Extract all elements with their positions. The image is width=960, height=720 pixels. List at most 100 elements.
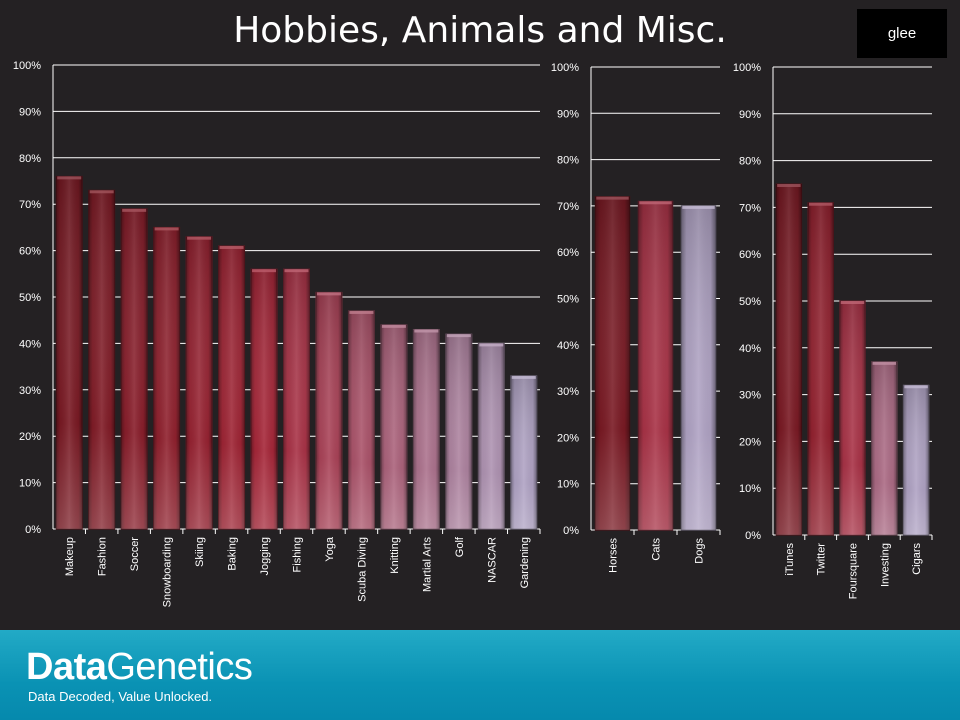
bar-cap <box>840 301 865 304</box>
x-tick-label: Cigars <box>911 543 923 575</box>
bar-fade <box>121 208 148 529</box>
bar-cap <box>511 375 536 379</box>
bar-fade <box>776 184 802 535</box>
bar-fade <box>478 343 505 529</box>
bar-fade <box>413 329 440 529</box>
y-tick-label: 70% <box>739 202 761 214</box>
bar-cap <box>682 205 715 209</box>
brand-bold: Data <box>26 646 107 688</box>
x-tick-label: iTunes <box>784 543 796 576</box>
bar-cap <box>904 385 928 389</box>
bar-fade <box>510 375 537 529</box>
x-tick-label: Fashion <box>97 537 109 576</box>
y-tick-label: 20% <box>739 436 761 448</box>
bar-fade <box>186 236 213 529</box>
bar-cap <box>777 184 801 187</box>
y-tick-label: 40% <box>19 338 41 350</box>
bar-fade <box>251 269 278 529</box>
y-tick-label: 50% <box>739 296 761 308</box>
bar-fade <box>56 176 83 530</box>
y-tick-label: 60% <box>739 249 761 261</box>
bar-fade <box>283 269 310 529</box>
bar-cap <box>414 329 439 333</box>
bar-fade <box>153 227 180 529</box>
y-tick-label: 40% <box>739 343 761 355</box>
x-tick-label: Scuba Diving <box>356 537 368 602</box>
y-tick-label: 100% <box>733 62 761 74</box>
bar-fade <box>380 324 407 529</box>
y-tick-label: 100% <box>551 62 579 74</box>
bar-fade <box>218 245 245 529</box>
bar-cap <box>187 236 212 240</box>
bar-fade <box>839 301 866 535</box>
bar-cap <box>252 269 277 273</box>
y-tick-label: 50% <box>19 292 41 304</box>
y-tick-label: 0% <box>745 530 761 542</box>
bar-fade <box>88 190 115 529</box>
y-tick-label: 10% <box>557 479 579 491</box>
tagline: Data Decoded, Value Unlocked. <box>28 689 213 704</box>
x-tick-label: Gardening <box>519 537 531 588</box>
bar-cap <box>122 208 147 212</box>
bar-cap <box>316 292 341 296</box>
y-tick-label: 90% <box>557 108 579 120</box>
bar-fade <box>807 202 834 535</box>
bar-cap <box>219 245 244 249</box>
bar-cap <box>479 343 504 347</box>
bar-fade <box>871 361 898 535</box>
y-tick-label: 40% <box>557 340 579 352</box>
y-tick-label: 50% <box>557 294 579 306</box>
bar-cap <box>446 334 471 338</box>
y-tick-label: 30% <box>557 386 579 398</box>
x-tick-label: Soccer <box>129 537 141 572</box>
x-tick-label: NASCAR <box>486 537 498 583</box>
bar-fade <box>348 310 375 529</box>
bar-cap <box>381 324 406 328</box>
chart-panel-1: 0% 10% 20% 30% 40% 50% 60% 70% 80% 90% 100% Makeup F… <box>13 60 541 607</box>
y-tick-label: 90% <box>19 106 41 118</box>
y-tick-label: 20% <box>19 431 41 443</box>
x-tick-label: Jogging <box>259 537 271 576</box>
bar-fade <box>681 205 716 530</box>
y-tick-label: 10% <box>19 478 41 490</box>
brand-logo: DataGenetics <box>26 646 253 689</box>
y-tick-label: 60% <box>557 247 579 259</box>
bar-cap <box>89 190 114 194</box>
y-tick-label: 20% <box>557 432 579 444</box>
y-tick-label: 80% <box>19 153 41 165</box>
chart-panel-2: 0% 10% 20% 30% 40% 50% 60% 70% 80% 90% 100% Horses C… <box>551 62 721 573</box>
bar-fade <box>445 334 472 529</box>
y-tick-label: 0% <box>563 525 579 537</box>
bar-fade <box>903 385 929 535</box>
bar-cap <box>349 310 374 314</box>
y-tick-label: 10% <box>739 483 761 495</box>
bar-cap <box>639 201 672 205</box>
x-tick-label: Makeup <box>64 537 76 576</box>
bar-fade <box>595 196 630 530</box>
x-tick-label: Knitting <box>389 537 401 574</box>
y-tick-label: 80% <box>557 155 579 167</box>
bar-cap <box>872 361 897 365</box>
x-tick-label: Cats <box>651 538 663 561</box>
x-tick-label: Baking <box>227 537 239 571</box>
glee-logo: glee <box>857 9 947 58</box>
y-tick-label: 80% <box>739 156 761 168</box>
bar-cap <box>808 202 833 206</box>
bar-fade <box>638 201 673 530</box>
x-tick-label: Investing <box>879 543 891 587</box>
y-tick-label: 0% <box>25 524 41 536</box>
x-tick-label: Horses <box>608 538 620 573</box>
brand-regular: Genetics <box>106 646 253 688</box>
y-tick-label: 100% <box>13 60 41 72</box>
x-tick-label: Dogs <box>694 538 706 564</box>
y-tick-label: 60% <box>19 246 41 258</box>
footer-banner <box>0 630 960 720</box>
x-tick-label: Skiing <box>194 537 206 567</box>
charts-canvas: 0% 10% 20% 30% 40% 50% 60% 70% 80% 90% 100% Makeup F… <box>13 60 933 607</box>
chart-panel-3: 0% 10% 20% 30% 40% 50% 60% 70% 80% 90% 100% iTunes T… <box>733 62 933 599</box>
bar-cap <box>57 176 82 180</box>
bar-cap <box>596 196 629 200</box>
x-tick-label: Foursquare <box>848 543 860 599</box>
x-tick-label: Snowboarding <box>162 537 174 607</box>
y-tick-label: 30% <box>19 385 41 397</box>
